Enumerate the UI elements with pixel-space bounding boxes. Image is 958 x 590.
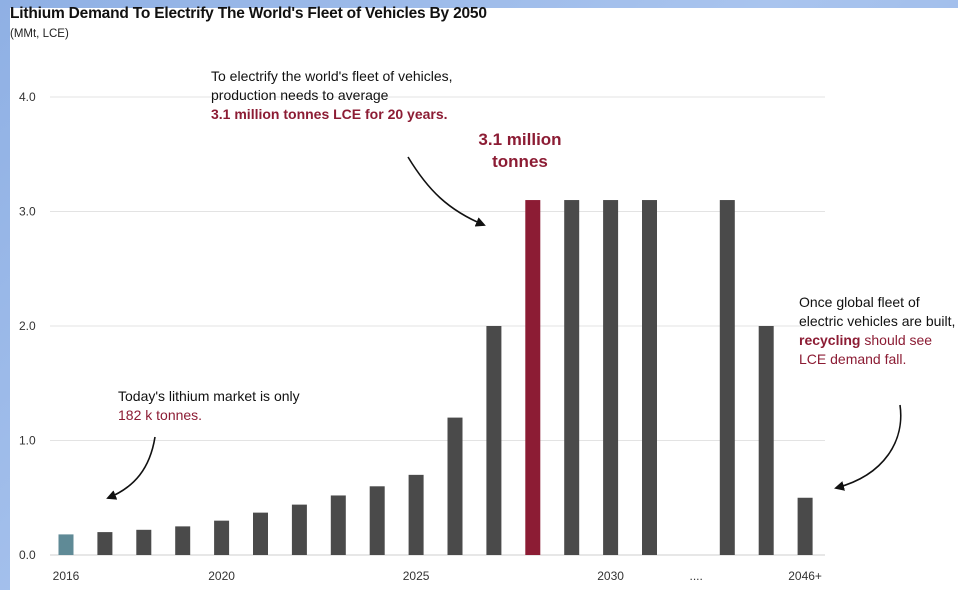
top-annotation-line-2: production needs to average [211,87,389,103]
x-tick-label: .... [690,569,703,583]
top-annotation-line-1: To electrify the world's fleet of vehicl… [211,68,453,84]
left-annotation-line-1: Today's lithium market is only [118,388,300,404]
right-annotation-line-2: electric vehicles are built, [799,313,956,329]
x-tick-label: 2046+ [788,569,822,583]
bar [369,486,385,555]
chart-panel [10,8,958,590]
right-annotation: Once global fleet of electric vehicles a… [799,293,955,369]
peak-label-line-2: tonnes [492,152,548,171]
y-tick-label: 0.0 [19,548,36,562]
bar [447,417,463,555]
bar [486,326,502,555]
y-tick-label: 3.0 [19,205,36,219]
top-annotation-line-3: 3.1 million tonnes LCE for 20 years. [211,106,448,122]
arrow-left-annotation [106,436,156,500]
bar [642,200,657,556]
bar [58,534,74,555]
right-annotation-line-3-rest: should see [860,332,933,348]
bar [719,200,735,556]
peak-label-line-1: 3.1 million [478,130,562,149]
bar [603,200,619,556]
x-tick-label: 2016 [53,569,80,583]
arrow-top-annotation [407,156,486,227]
bar [330,495,346,555]
chart-title: Lithium Demand To Electrify The World's … [10,5,487,22]
peak-label: 3.1 million tonnes [465,129,575,173]
bar [525,200,541,556]
bar [408,474,424,555]
left-annotation: Today's lithium market is only 182 k ton… [118,387,300,425]
bar [97,532,113,555]
bar [214,520,230,555]
y-tick-label: 2.0 [19,319,36,333]
recycling-word: recycling [799,332,861,348]
arrow-right-annotation [834,404,902,491]
bar [797,497,813,555]
right-annotation-line-3: recycling should see [799,331,955,350]
bar [175,526,191,555]
bar [253,512,268,555]
chart-subtitle: (MMt, LCE) [10,28,69,40]
bar [564,200,580,556]
y-tick-label: 4.0 [19,90,36,104]
x-tick-label: 2025 [403,569,430,583]
bar [758,326,774,555]
y-tick-label: 1.0 [19,434,36,448]
right-annotation-line-4: LCE demand fall. [799,351,907,367]
bar [291,504,307,555]
bar [136,529,152,555]
top-annotation: To electrify the world's fleet of vehicl… [211,67,453,124]
left-annotation-line-2: 182 k tonnes. [118,407,203,423]
x-tick-label: 2030 [597,569,624,583]
right-annotation-line-1: Once global fleet of [799,294,920,310]
x-tick-label: 2020 [208,569,235,583]
